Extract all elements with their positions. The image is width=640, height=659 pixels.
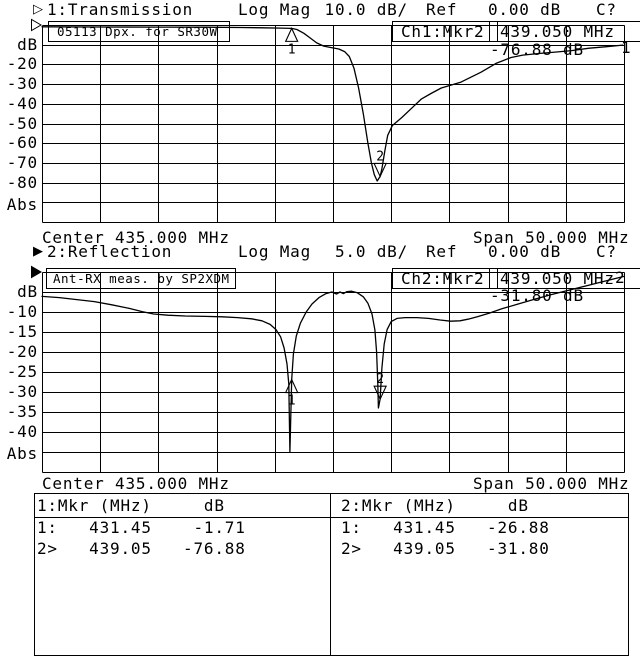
channel2-header: ▶ 2:Reflection Log Mag 5.0 dB/ Ref 0.00 …	[0, 242, 640, 261]
channel1-sweep-row: Center 435.000 MHz Span 50.000 MHz	[0, 228, 640, 247]
channel2-label: 2:Reflection	[47, 242, 173, 261]
channel2-marker-id: Ch2:Mkr2	[392, 268, 498, 289]
marker2-triangle-ch1	[373, 162, 388, 178]
y-axis-label-ch1: -30	[6, 74, 38, 94]
marker1-triangle-ch2	[284, 378, 299, 394]
y-axis-label-ch1: -50	[6, 113, 38, 133]
channel2-sweep-row: Center 435.000 MHz Span 50.000 MHz	[0, 474, 640, 493]
marker2-number-ch2: 2	[376, 372, 384, 387]
y-axis-label-ch2: -35	[6, 402, 38, 421]
channel1-cal-status: C?	[596, 0, 617, 19]
channel1-format: Log Mag	[238, 0, 312, 19]
marker-table-divider	[330, 494, 331, 655]
marker-table-ch1-header: 1:Mkr (MHz) dB	[37, 496, 225, 515]
channel2-scale: 5.0 dB/	[334, 242, 408, 261]
y-axis-label-ch1: dB	[17, 34, 38, 54]
channel2-marker-value: -31.80 dB	[490, 286, 584, 305]
y-axis-label-ch1: -70	[6, 152, 38, 172]
graticule-ch2	[42, 272, 625, 473]
marker-table-ch2-row2: 2> 439.05 -31.80	[341, 539, 550, 558]
y-axis-label-ch2: -15	[6, 322, 38, 341]
channel2-center-frequency: Center 435.000 MHz	[42, 474, 230, 493]
marker-table-header-rule	[35, 517, 628, 518]
channel1-label: 1:Transmission	[47, 0, 194, 19]
y-axis-label-ch2: -25	[6, 362, 38, 381]
channel2-trace-number: 2	[615, 268, 626, 287]
channel2-title-box: Ant-RX meas. by SP2XDM	[46, 268, 236, 289]
y-axis-label-ch2: -20	[6, 342, 38, 361]
channel2-span: Span 50.000 MHz	[473, 474, 630, 493]
marker-table-ch1-row1: 1: 431.45 -1.71	[37, 518, 246, 537]
marker2-triangle-ch2	[373, 385, 388, 401]
marker-table: 1:Mkr (MHz) dB 2:Mkr (MHz) dB 1: 431.45 …	[34, 493, 629, 656]
marker-table-ch1-row2: 2> 439.05 -76.88	[37, 539, 246, 558]
y-axis-label-ch2: -40	[6, 422, 38, 441]
marker1-number-ch1: 1	[288, 42, 296, 57]
marker1-triangle-ch1	[284, 27, 299, 42]
channel2-cal-status: C?	[596, 242, 617, 261]
y-axis-label-ch1: -60	[6, 133, 38, 153]
channel2-indicator-icon: ▶	[33, 244, 44, 259]
trace-ch1	[41, 26, 624, 182]
y-axis-label-ch2: dB	[17, 282, 38, 301]
marker1-number-ch2: 1	[288, 394, 296, 409]
y-axis-label-ch1: Abs	[6, 195, 38, 215]
trace-ch2	[41, 275, 625, 453]
y-axis-label-ch2: -30	[6, 382, 38, 401]
channel1-indicator-icon: ▷	[33, 2, 44, 17]
channel1-scale: 10.0 dB/	[324, 0, 408, 19]
channel2-marker-frequency: 439.050 MHz	[489, 268, 640, 289]
marker-table-ch2-header: 2:Mkr (MHz) dB	[341, 496, 529, 515]
channel1-center-frequency: Center 435.000 MHz	[42, 228, 230, 247]
channel1-ref-value: 0.00 dB	[488, 0, 562, 19]
y-axis-label-ch1: -40	[6, 93, 38, 113]
y-axis-label-ch1: -80	[6, 172, 38, 192]
graticule-ch1	[42, 25, 625, 223]
channel1-header: ▷ 1:Transmission Log Mag 10.0 dB/ Ref 0.…	[0, 0, 640, 19]
y-axis-label-ch2: -10	[6, 302, 38, 321]
marker-table-ch2-row1: 1: 431.45 -26.88	[341, 518, 550, 537]
channel1-ref-label: Ref	[426, 0, 458, 19]
channel2-format: Log Mag	[238, 242, 312, 261]
channel1-trace-number: 1	[621, 38, 632, 57]
y-axis-label-ch2: Abs	[6, 444, 38, 463]
channel2-ref-label: Ref	[426, 242, 458, 261]
y-axis-label-ch1: -20	[6, 54, 38, 74]
ref-level-indicator-ch1	[31, 18, 42, 32]
ref-level-indicator-ch2	[31, 265, 42, 279]
marker2-number-ch1: 2	[376, 149, 384, 164]
channel1-title-box: 05113 Dpx. for SR30W	[48, 21, 230, 42]
channel2-ref-value: 0.00 dB	[488, 242, 562, 261]
channel1-marker-frequency: 439.050 MHz	[489, 21, 640, 42]
channel1-marker-value: -76.88 dB	[490, 40, 584, 59]
channel1-marker-id: Ch1:Mkr2	[392, 21, 498, 42]
channel1-span: Span 50.000 MHz	[473, 228, 630, 247]
